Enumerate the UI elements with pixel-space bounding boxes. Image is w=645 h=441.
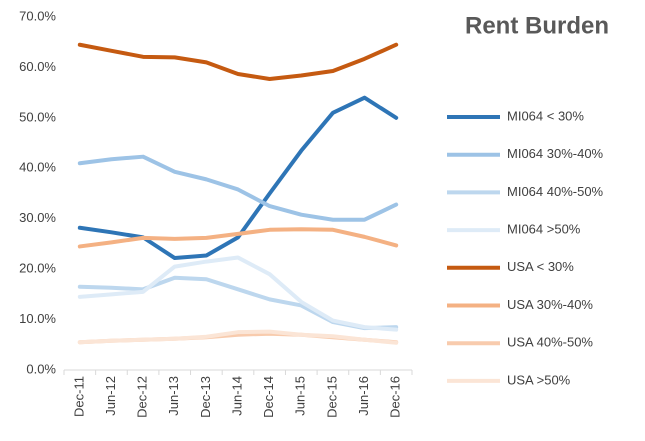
y-tick-label: 0.0% (26, 361, 56, 376)
legend-label: MI064 40%-50% (507, 184, 604, 199)
x-tick-label: Dec-13 (198, 376, 213, 418)
legend-label: MI064 30%-40% (507, 146, 604, 161)
series-line (77, 154, 399, 222)
series-line (77, 95, 399, 261)
x-tick-label: Jun-16 (356, 376, 371, 416)
chart-title: Rent Burden (465, 12, 609, 39)
y-tick-label: 60.0% (19, 59, 56, 74)
legend-label: MI064 >50% (507, 222, 581, 237)
legend-label: USA 40%-50% (507, 335, 593, 350)
y-tick-label: 70.0% (19, 8, 56, 23)
x-tick-label: Dec-14 (261, 376, 276, 418)
y-tick-label: 40.0% (19, 160, 56, 175)
y-tick-label: 10.0% (19, 311, 56, 326)
series-line (77, 275, 399, 331)
x-tick-label: Jun-12 (103, 376, 118, 416)
legend-label: USA >50% (507, 372, 571, 387)
x-tick-label: Dec-11 (71, 376, 86, 417)
y-tick-label: 50.0% (19, 109, 56, 124)
series-line (77, 42, 399, 82)
legend-label: MI064 < 30% (507, 108, 584, 123)
y-tick-label: 20.0% (19, 261, 56, 276)
legend-label: USA < 30% (507, 259, 574, 274)
x-tick-label: Jun-13 (166, 376, 181, 416)
legend-label: USA 30%-40% (507, 297, 593, 312)
series-line (77, 227, 399, 249)
x-tick-label: Dec-16 (388, 376, 403, 418)
series-line (77, 329, 399, 345)
x-tick-label: Jun-14 (229, 376, 244, 416)
y-tick-label: 30.0% (19, 210, 56, 225)
x-tick-label: Jun-15 (293, 376, 308, 416)
series-line (77, 255, 399, 332)
x-tick-label: Dec-12 (135, 376, 150, 418)
x-tick-label: Dec-15 (324, 376, 339, 418)
